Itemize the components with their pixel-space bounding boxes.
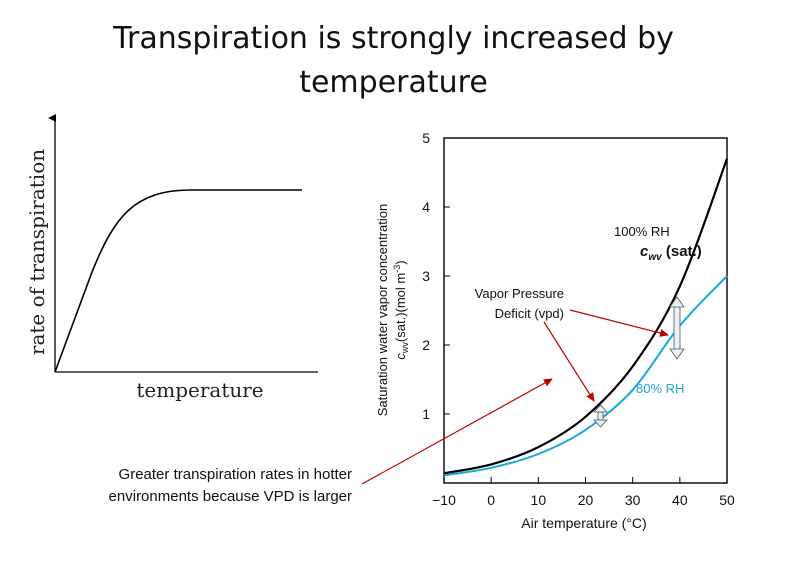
x-tick-label: 20 [578, 492, 594, 508]
caption: Greater transpiration rates in hotter en… [52, 464, 352, 508]
curve-80-rh [443, 275, 728, 477]
label-cwv-sat: cwv (sat.) [640, 243, 702, 263]
vpd-arrow-large [669, 296, 685, 360]
label-80-rh: 80% RH [636, 381, 684, 396]
vpd-label-line-2: Deficit (vpd) [495, 306, 564, 321]
caption-line-2: environments because VPD is larger [108, 488, 352, 505]
x-tick-label: 0 [487, 492, 495, 508]
left-x-label: temperature [136, 378, 263, 402]
right-plot-frame [443, 137, 728, 484]
x-axis-ticks: −10 0 10 20 30 40 50 [432, 477, 735, 508]
y-tick-label: 1 [422, 406, 430, 422]
right-y-label-line-1: Saturation water vapor concentration [375, 204, 390, 416]
y-tick-label: 5 [422, 130, 430, 146]
x-tick-label: 30 [625, 492, 641, 508]
y-tick-label: 3 [422, 268, 430, 284]
vpd-label-line-1: Vapor Pressure [475, 286, 564, 301]
vpd-arrow-to-small-gap [543, 321, 595, 402]
y-tick-label: 2 [422, 337, 430, 353]
right-y-label-line-2: cwv(sat.)(mol m-3) [392, 260, 410, 359]
x-tick-label: 10 [531, 492, 547, 508]
y-axis-ticks: 1 2 3 4 5 [422, 130, 450, 422]
label-100-rh: 100% RH [614, 224, 670, 239]
y-tick-label: 4 [422, 199, 430, 215]
vpd-arrow-to-large-gap [569, 309, 669, 337]
slide-title-line-1: Transpiration is strongly increased by [113, 21, 674, 56]
x-tick-label: 50 [719, 492, 735, 508]
right-x-label: Air temperature (°C) [521, 515, 646, 531]
x-tick-label: 40 [672, 492, 688, 508]
x-tick-label: −10 [432, 492, 456, 508]
caption-arrow [361, 378, 553, 485]
vpd-arrow-small [593, 404, 608, 428]
left-transpiration-curve [54, 189, 302, 373]
caption-line-1: Greater transpiration rates in hotter [118, 466, 352, 483]
slide-title-line-2: temperature [299, 65, 488, 100]
left-y-label: rate of transpiration [25, 149, 49, 355]
left-chart: rate of transpiration temperature [25, 114, 318, 402]
curve-100-rh [443, 158, 729, 475]
